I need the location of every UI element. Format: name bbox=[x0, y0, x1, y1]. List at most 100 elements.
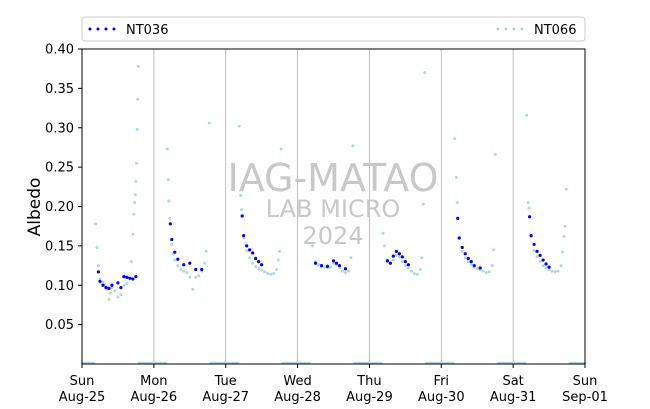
data-point bbox=[490, 264, 494, 268]
data-point bbox=[349, 256, 353, 260]
data-point bbox=[547, 265, 551, 269]
data-point bbox=[406, 263, 410, 267]
data-point bbox=[400, 260, 404, 264]
data-point bbox=[493, 153, 497, 157]
x-tick-date: Aug-27 bbox=[202, 390, 249, 405]
data-point bbox=[242, 234, 246, 238]
data-point bbox=[381, 231, 385, 235]
legend-label-nt036: NT036 bbox=[126, 23, 168, 38]
data-point bbox=[418, 268, 422, 271]
data-point bbox=[463, 252, 467, 256]
data-point bbox=[263, 270, 267, 274]
data-point bbox=[456, 216, 460, 220]
data-point bbox=[179, 268, 183, 271]
data-point bbox=[122, 283, 126, 287]
legend: NT036 NT066 bbox=[81, 16, 586, 42]
data-point bbox=[547, 268, 551, 271]
data-point bbox=[544, 262, 548, 266]
y-tick-label: 0.35 bbox=[45, 82, 74, 97]
data-point bbox=[391, 254, 395, 258]
data-point bbox=[421, 202, 425, 206]
data-point bbox=[388, 261, 392, 265]
data-point bbox=[257, 260, 261, 264]
data-point bbox=[532, 249, 536, 253]
data-point bbox=[240, 214, 244, 218]
data-point bbox=[385, 259, 389, 263]
data-point bbox=[343, 271, 347, 275]
y-axis-label: Albedo bbox=[25, 178, 45, 237]
data-point bbox=[466, 260, 470, 264]
data-point bbox=[343, 267, 348, 271]
data-point bbox=[337, 266, 341, 270]
legend-box bbox=[81, 16, 586, 42]
data-point bbox=[188, 261, 192, 265]
data-point bbox=[167, 199, 171, 203]
data-point bbox=[394, 253, 398, 257]
data-point bbox=[561, 250, 565, 254]
data-point bbox=[528, 215, 532, 219]
x-axis: SunAug-25MonAug-26TueAug-27WedAug-28ThuA… bbox=[59, 364, 608, 405]
data-point bbox=[487, 270, 491, 274]
data-point bbox=[472, 263, 476, 268]
data-point bbox=[248, 248, 252, 252]
data-point bbox=[455, 201, 459, 205]
x-tick-day: Tue bbox=[214, 374, 237, 389]
data-point bbox=[415, 272, 419, 276]
data-point bbox=[95, 245, 99, 249]
watermark-line2: LAB MICRO bbox=[266, 195, 401, 223]
data-point bbox=[556, 269, 560, 273]
data-point bbox=[257, 267, 261, 271]
data-point bbox=[260, 263, 264, 267]
data-point bbox=[98, 279, 102, 283]
data-point bbox=[166, 178, 170, 182]
x-tick-day: Mon bbox=[140, 374, 167, 389]
x-tick-day: Fri bbox=[434, 374, 450, 389]
data-point bbox=[423, 71, 427, 75]
data-point bbox=[116, 281, 120, 285]
data-point bbox=[276, 258, 280, 262]
data-point bbox=[98, 277, 102, 281]
data-point bbox=[104, 286, 108, 290]
data-point bbox=[131, 277, 135, 281]
data-point bbox=[194, 275, 198, 279]
legend-dot bbox=[520, 27, 524, 31]
data-point bbox=[541, 264, 545, 268]
data-point bbox=[559, 264, 563, 268]
data-point bbox=[239, 193, 243, 197]
data-point bbox=[278, 249, 282, 253]
data-point bbox=[323, 265, 327, 269]
data-point bbox=[248, 256, 252, 260]
x-tick-date: Aug-25 bbox=[59, 390, 106, 405]
data-point bbox=[101, 280, 105, 284]
data-point bbox=[191, 287, 195, 291]
data-point bbox=[420, 256, 424, 260]
data-point bbox=[133, 201, 137, 205]
data-point bbox=[135, 127, 139, 131]
data-point bbox=[346, 269, 350, 273]
data-point bbox=[529, 234, 533, 238]
data-point bbox=[170, 242, 174, 246]
data-point bbox=[197, 274, 201, 278]
data-point bbox=[116, 295, 120, 299]
data-point bbox=[251, 251, 255, 255]
y-tick-label: 0.10 bbox=[45, 279, 74, 294]
data-point bbox=[535, 249, 539, 253]
data-point bbox=[538, 260, 542, 264]
data-point bbox=[550, 269, 554, 273]
x-tick-day: Wed bbox=[283, 374, 311, 389]
data-point bbox=[182, 263, 186, 267]
data-point bbox=[332, 261, 335, 265]
data-point bbox=[454, 175, 458, 179]
data-point bbox=[110, 283, 114, 287]
data-point bbox=[541, 258, 545, 262]
data-point bbox=[457, 236, 461, 240]
y-tick-label: 0.25 bbox=[45, 161, 74, 176]
data-point bbox=[406, 266, 410, 270]
data-point bbox=[351, 144, 355, 148]
legend-dot bbox=[504, 27, 508, 31]
watermark: IAG-MATAO LAB MICRO 2024 bbox=[227, 156, 438, 250]
day-gridlines bbox=[153, 49, 514, 364]
data-point bbox=[240, 208, 244, 212]
y-tick-label: 0.20 bbox=[45, 200, 74, 215]
